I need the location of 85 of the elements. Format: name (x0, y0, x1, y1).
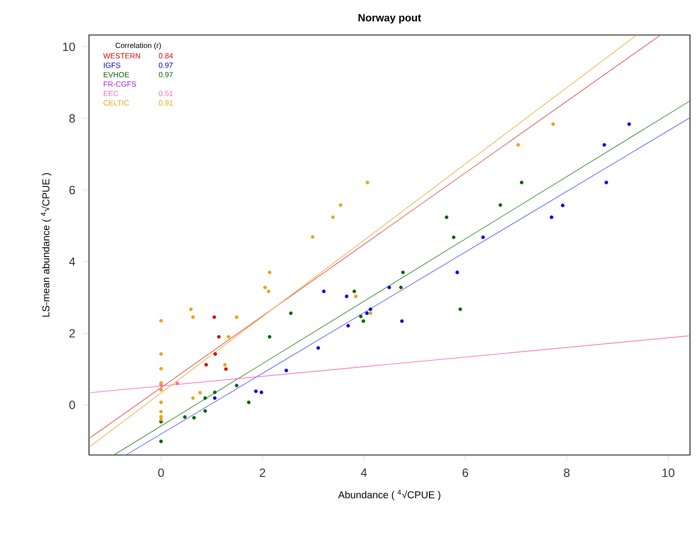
x-tick-label: 10 (662, 468, 674, 477)
point (322, 290, 326, 294)
point (387, 286, 392, 290)
x-tick-label: 0 (158, 468, 164, 477)
y-tick-label: 6 (69, 186, 75, 194)
point (399, 286, 403, 290)
point (560, 204, 565, 208)
chart-title: Norway pout (358, 14, 422, 24)
point (234, 384, 238, 388)
point (159, 414, 163, 418)
point (183, 415, 187, 419)
point (455, 270, 460, 274)
point (359, 314, 363, 318)
point (352, 290, 356, 294)
y-tick-label: 4 (69, 258, 76, 266)
point (365, 311, 369, 315)
point (198, 390, 202, 394)
point (310, 235, 314, 239)
x-tick-label: 2 (260, 468, 266, 477)
point (401, 270, 405, 274)
point (338, 203, 342, 207)
point (452, 235, 456, 240)
point (458, 307, 462, 312)
point (159, 318, 163, 323)
point (268, 335, 272, 339)
point (191, 396, 195, 400)
point (213, 352, 218, 356)
point (331, 215, 335, 220)
point (224, 367, 228, 371)
point (263, 286, 267, 290)
point (498, 203, 502, 207)
point (266, 290, 270, 294)
point (444, 215, 448, 220)
x-tick-label: 6 (462, 468, 468, 477)
point (254, 389, 258, 394)
y-tick-label: 0 (69, 400, 76, 410)
point (204, 362, 208, 367)
point (203, 409, 207, 413)
point (604, 180, 608, 184)
point (246, 400, 251, 404)
point (346, 324, 350, 328)
point (602, 143, 606, 147)
point (159, 440, 163, 444)
point (159, 388, 163, 392)
point (289, 311, 293, 315)
point (192, 416, 196, 420)
point (354, 294, 358, 298)
x-axis-title: Abundance ( $^{4}$√CPUE ) (338, 490, 440, 500)
point (212, 396, 217, 400)
point (284, 368, 288, 372)
point (551, 122, 555, 126)
point (268, 270, 272, 274)
point (159, 410, 163, 414)
point (344, 294, 348, 298)
point (516, 143, 520, 147)
point (159, 400, 163, 404)
y-tick-label: 10 (63, 42, 76, 52)
point (627, 122, 631, 126)
point (212, 390, 217, 394)
point (260, 390, 264, 394)
point (212, 315, 216, 319)
point (368, 311, 372, 315)
point (189, 307, 193, 312)
point (234, 315, 238, 319)
point (481, 235, 485, 240)
x-tick-label: 8 (564, 468, 570, 477)
point (316, 346, 320, 350)
point (400, 319, 404, 323)
y-tick-label: 2 (69, 329, 75, 338)
point (520, 180, 524, 184)
point (550, 215, 554, 220)
point (368, 307, 372, 312)
point (203, 396, 207, 400)
y-axis-title: LS-mean abundance ( $^{4}$√CPUE ) (40, 173, 52, 317)
point (191, 315, 195, 319)
point (362, 319, 366, 323)
point (175, 382, 180, 386)
x-tick-label: 4 (360, 468, 367, 477)
point (223, 362, 227, 367)
point (366, 180, 370, 184)
y-tick-label: 8 (69, 114, 75, 123)
point (217, 335, 221, 339)
point (159, 366, 163, 370)
point (226, 335, 230, 339)
point (159, 352, 163, 356)
